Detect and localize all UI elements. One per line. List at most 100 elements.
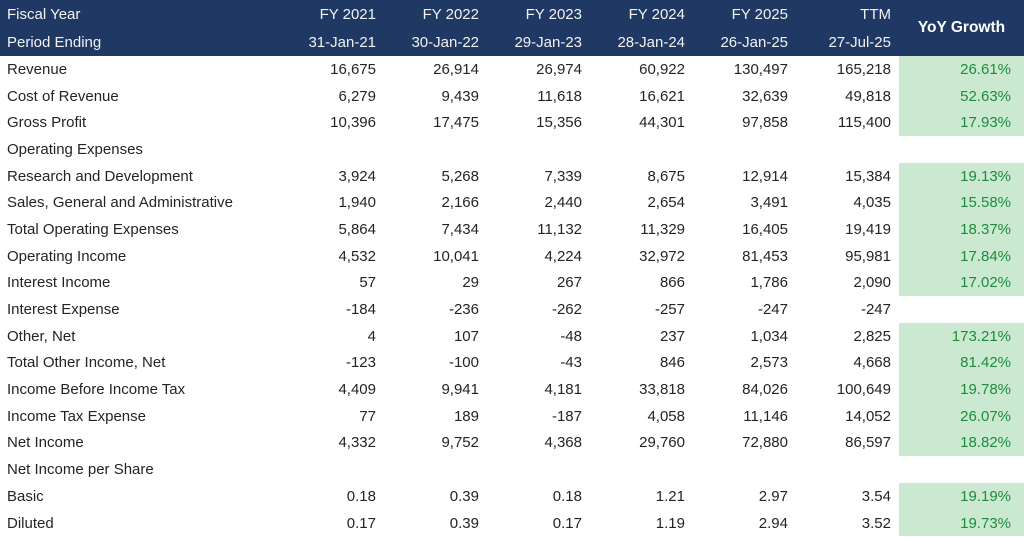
row-label: Sales, General and Administrative [7,194,233,212]
row-label: Interest Income [7,274,111,292]
value-cell: 115,400 [837,114,891,132]
value-cell: -247 [757,301,788,319]
row-label: Income Tax Expense [7,407,146,425]
row-label: Gross Profit [7,114,87,132]
row-label: Net Income per Share [7,461,154,479]
column-header-fy2022: FY 2022 [384,0,487,28]
value-cell: 5,268 [441,167,479,185]
table-row: Operating Income 4,532 10,041 4,224 32,972 81… [0,242,1024,270]
yoy-cell [899,456,1024,483]
value-cell: 16,621 [639,87,685,105]
value-cell: 7,339 [544,167,582,185]
value-cell: 16,405 [742,220,788,238]
value-cell: 4,409 [338,381,376,399]
value-cell: 8,675 [647,167,685,185]
table-body: Revenue 16,675 26,914 26,974 60,922 130,497 16… [0,56,1024,537]
table-row: Income Before Income Tax 4,409 9,941 4,181 3… [0,376,1024,403]
value-cell [384,456,487,483]
value-cell: 11,146 [743,407,788,425]
value-cell [796,136,899,163]
value-cell [693,136,796,163]
value-cell: 0.18 [552,487,582,505]
value-cell: 267 [556,274,582,292]
value-cell [693,456,796,483]
value-cell: 32,972 [639,247,685,265]
row-label: Cost of Revenue [7,87,119,105]
table-row: Sales, General and Administrative 1,940 2,… [0,189,1024,217]
yoy-cell: 18.82% [899,429,1024,457]
value-cell: 15,384 [845,167,891,185]
yoy-cell: 52.63% [899,82,1024,110]
value-cell: 4,181 [544,381,582,399]
column-header-ttm: TTM [796,0,899,28]
value-cell: 60,922 [639,60,685,78]
value-cell: 11,618 [537,87,582,105]
row-label: Total Operating Expenses [7,220,179,238]
value-cell: 3,491 [750,194,788,212]
value-cell: 2,573 [750,354,788,372]
row-label: Basic [7,487,44,505]
row-label: Revenue [7,60,68,78]
value-cell: -187 [551,407,582,425]
value-cell: 4,532 [338,247,376,265]
fiscal-year-label: Fiscal Year [0,0,281,28]
value-cell: 0.39 [449,514,479,532]
value-cell: 107 [453,327,479,345]
yoy-cell: 19.19% [899,483,1024,510]
period-ending-fy2025: 26-Jan-25 [693,28,796,56]
column-header-fy2025: FY 2025 [693,0,796,28]
table-row: Gross Profit 10,396 17,475 15,356 44,301 97,8… [0,109,1024,137]
value-cell: 1.19 [655,514,685,532]
yoy-cell: 19.13% [899,162,1024,190]
value-cell: 2,166 [441,194,479,212]
yoy-cell: 81.42% [899,349,1024,377]
value-cell: 3.52 [861,514,891,532]
value-cell: 5,864 [338,220,376,238]
value-cell: 4,668 [853,354,891,372]
row-label: Income Before Income Tax [7,381,186,399]
value-cell: 7,434 [441,220,479,238]
value-cell: 49,818 [845,87,891,105]
row-label: Interest Expense [7,301,120,319]
value-cell: 0.17 [346,514,376,532]
row-label: Operating Income [7,247,127,265]
value-cell: 15,356 [536,114,582,132]
value-cell: 16,675 [330,60,376,78]
value-cell: 0.39 [449,487,479,505]
value-cell: 32,639 [742,87,788,105]
value-cell: 11,132 [537,220,582,238]
yoy-cell: 26.61% [899,56,1024,83]
yoy-cell: 17.02% [899,269,1024,297]
value-cell: 4,224 [544,247,582,265]
table-row: Interest Expense -184 -236 -262 -257 -247 -247 [0,296,1024,323]
yoy-cell: 26.07% [899,402,1024,430]
value-cell: 2,825 [853,327,891,345]
yoy-cell: 17.84% [899,242,1024,270]
value-cell: 1,940 [338,194,376,212]
value-cell: -236 [448,301,479,319]
value-cell: 26,914 [433,60,479,78]
value-cell: 29 [462,274,479,292]
table-row: Revenue 16,675 26,914 26,974 60,922 130,497 16… [0,56,1024,83]
value-cell: 77 [359,407,376,425]
value-cell: 11,329 [640,220,685,238]
column-header-fy2023: FY 2023 [487,0,590,28]
value-cell: 100,649 [836,381,891,399]
table-row: Total Operating Expenses 5,864 7,434 11,132… [0,216,1024,243]
value-cell: 2.94 [758,514,788,532]
value-cell: 2,090 [853,274,891,292]
table-row: Diluted 0.17 0.39 0.17 1.19 2.94 3.52 19.73% [0,509,1024,537]
value-cell: 33,818 [639,381,685,399]
value-cell: 86,597 [845,434,891,452]
value-cell: -257 [654,301,685,319]
value-cell [281,136,384,163]
value-cell: 10,396 [330,114,376,132]
value-cell: -123 [345,354,376,372]
value-cell: 81,453 [742,247,788,265]
value-cell: 6,279 [338,87,376,105]
value-cell: 29,760 [639,434,685,452]
table-row: Other, Net 4 107 -48 237 1,034 2,825 173.21% [0,322,1024,350]
value-cell: 165,218 [836,60,891,78]
value-cell: 9,439 [441,87,479,105]
yoy-cell: 18.37% [899,216,1024,243]
